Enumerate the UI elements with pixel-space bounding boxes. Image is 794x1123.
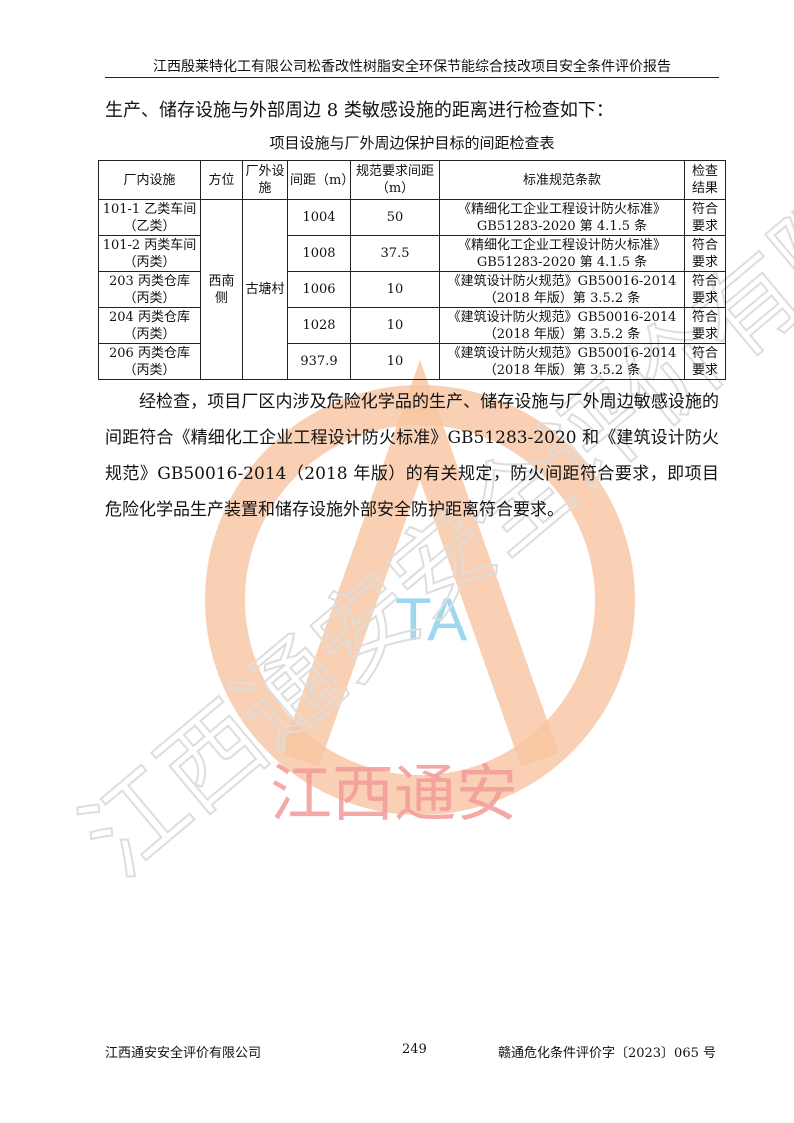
required-cell: 10 [350, 271, 440, 308]
page-number: 249 [402, 1042, 427, 1057]
clause-cell: 《精细化工企业工程设计防火标准》GB51283-2020 第 4.1.5 条 [439, 235, 685, 272]
table-row: 204 丙类仓库（丙类） 1028 10 《建筑设计防火规范》GB50016-2… [98, 307, 726, 344]
document-header: 江西殷莱特化工有限公司松香改性树脂安全环保节能综合技改项目安全条件评价报告 [153, 59, 671, 75]
header-cell: 厂外设施 [242, 160, 288, 200]
svg-text:TA: TA [395, 586, 467, 653]
clause-cell: 《建筑设计防火规范》GB50016-2014（2018 年版）第 3.5.2 条 [439, 343, 685, 380]
table-caption: 项目设施与厂外周边保护目标的间距检查表 [269, 134, 555, 152]
table-row: 203 丙类仓库（丙类） 1006 10 《建筑设计防火规范》GB50016-2… [98, 271, 726, 308]
table-row: 206 丙类仓库（丙类） 937.9 10 《建筑设计防火规范》GB50016-… [98, 343, 726, 380]
result-cell: 符合要求 [684, 199, 726, 236]
required-cell: 10 [350, 343, 440, 380]
clause-cell: 《建筑设计防火规范》GB50016-2014（2018 年版）第 3.5.2 条 [439, 307, 685, 344]
footer-company: 江西通安安全评价有限公司 [105, 1046, 262, 1061]
facility-cell: 101-2 丙类车间（丙类） [98, 235, 201, 272]
table-header-row: 厂内设施 方位 厂外设施 间距（m） 规范要求间距（m） 标准规范条款 检查结果 [98, 160, 726, 200]
intro-text: 生产、储存设施与外部周边 8 类敏感设施的距离进行检查如下： [105, 100, 614, 121]
result-cell: 符合要求 [684, 235, 726, 272]
header-divider [105, 77, 719, 78]
table-row: 101-2 丙类车间（丙类） 1008 37.5 《精细化工企业工程设计防火标准… [98, 235, 726, 272]
header-cell: 标准规范条款 [439, 160, 685, 200]
distance-cell: 937.9 [287, 343, 351, 380]
facility-cell: 206 丙类仓库（丙类） [98, 343, 201, 380]
document-number: 赣通危化条件评价字〔2023〕065 号 [497, 1046, 716, 1061]
header-cell: 规范要求间距（m） [350, 160, 440, 200]
header-cell: 厂内设施 [98, 160, 201, 200]
header-cell: 间距（m） [287, 160, 354, 200]
result-cell: 符合要求 [684, 271, 726, 308]
distance-cell: 1004 [287, 199, 351, 236]
required-cell: 37.5 [350, 235, 440, 272]
distance-check-table: 厂内设施 方位 厂外设施 间距（m） 规范要求间距（m） 标准规范条款 检查结果… [98, 160, 726, 380]
facility-cell: 203 丙类仓库（丙类） [98, 271, 201, 308]
svg-text:江西通安: 江西通安 [270, 757, 518, 830]
required-cell: 50 [350, 199, 440, 236]
result-cell: 符合要求 [684, 343, 726, 380]
direction-cell: 西南侧 [200, 199, 243, 380]
header-cell: 检查结果 [684, 160, 726, 200]
facility-cell: 204 丙类仓库（丙类） [98, 307, 201, 344]
distance-cell: 1008 [287, 235, 351, 272]
facility-cell: 101-1 乙类车间（乙类） [98, 199, 201, 236]
result-cell: 符合要求 [684, 307, 726, 344]
external-facility-cell: 古塘村 [242, 199, 288, 380]
table-row: 101-1 乙类车间（乙类） 西南侧 古塘村 1004 50 《精细化工企业工程… [98, 199, 726, 380]
conclusion-paragraph: 经检查，项目厂区内涉及危险化学品的生产、储存设施与厂外周边敏感设施的间距符合《精… [105, 392, 719, 520]
clause-cell: 《精细化工企业工程设计防火标准》GB51283-2020 第 4.1.5 条 [439, 199, 685, 236]
distance-cell: 1028 [287, 307, 351, 344]
distance-cell: 1006 [287, 271, 351, 308]
clause-cell: 《建筑设计防火规范》GB50016-2014（2018 年版）第 3.5.2 条 [439, 271, 685, 308]
required-cell: 10 [350, 307, 440, 344]
header-cell: 方位 [200, 160, 243, 200]
